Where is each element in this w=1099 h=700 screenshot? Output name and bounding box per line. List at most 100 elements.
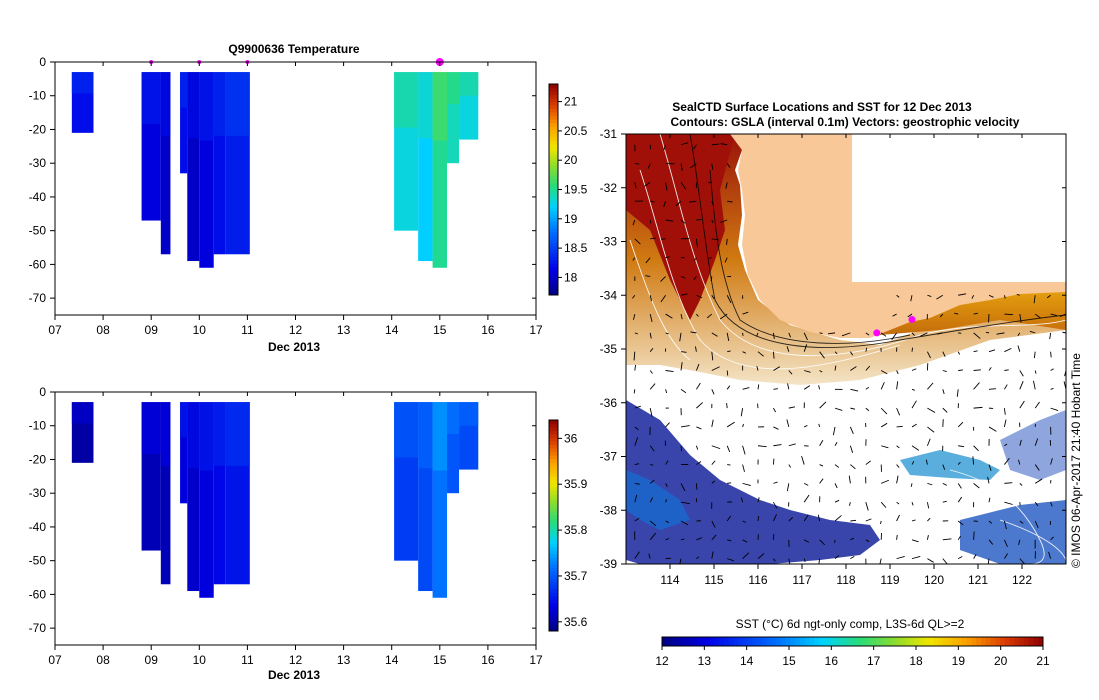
- velocity-vector: [742, 311, 749, 315]
- colorbar-segment: [549, 129, 558, 134]
- velocity-vector: [819, 539, 826, 546]
- colorbar-segment: [549, 252, 558, 257]
- colorbar-tick-label: 18.5: [564, 241, 588, 255]
- sst-colorbar-segment: [1004, 637, 1011, 646]
- velocity-vector: [1034, 478, 1043, 484]
- velocity-vector: [880, 370, 888, 375]
- velocity-vector: [819, 351, 825, 359]
- colorbar-segment: [549, 497, 558, 502]
- velocity-vector: [819, 401, 827, 409]
- sst-colorbar-segment: [866, 637, 873, 646]
- velocity-vector: [726, 238, 728, 245]
- velocity-vector: [680, 538, 685, 541]
- sst-colorbar-segment: [695, 637, 701, 646]
- profile-column-upper: [187, 402, 200, 469]
- profile-column-upper: [141, 72, 161, 125]
- velocity-vector: [880, 332, 887, 337]
- velocity-vector: [892, 313, 897, 317]
- velocity-vector: [649, 383, 656, 390]
- colorbar-segment: [549, 500, 558, 505]
- temperature-xlabel: Dec 2013: [268, 340, 320, 354]
- sst-colorbar-segment: [885, 637, 892, 646]
- velocity-vector: [634, 482, 640, 485]
- velocity-vector: [689, 200, 697, 203]
- colorbar-segment: [549, 175, 558, 180]
- velocity-vector: [693, 257, 697, 262]
- velocity-vector: [660, 294, 666, 303]
- velocity-vector: [711, 143, 720, 146]
- australia-land: [730, 134, 1066, 338]
- velocity-vector: [848, 502, 851, 506]
- colorbar-segment: [549, 490, 558, 495]
- sst-colorbar-segment: [847, 637, 853, 646]
- colorbar-segment: [549, 147, 558, 152]
- sst-colorbar-segment: [1000, 637, 1006, 646]
- velocity-vector: [696, 313, 699, 317]
- sst-colorbar-tick-label: 13: [698, 654, 712, 668]
- velocity-vector: [957, 421, 964, 428]
- x-tick-label: 12: [289, 323, 303, 337]
- colorbar-segment: [549, 221, 558, 226]
- velocity-vector: [896, 501, 900, 505]
- sst-colorbar-tick-label: 14: [740, 654, 754, 668]
- velocity-vector: [773, 444, 782, 447]
- colorbar-segment: [549, 613, 558, 618]
- velocity-vector: [1048, 551, 1052, 559]
- velocity-vector: [1034, 313, 1041, 319]
- y-tick-label: -60: [29, 587, 47, 601]
- sst-colorbar-segment: [828, 637, 834, 646]
- x-tick-label: 16: [481, 653, 495, 667]
- velocity-vector: [665, 182, 668, 191]
- salinity-colorbar: 35.6 35.7 35.8 35.9 36: [548, 419, 588, 632]
- velocity-vector: [634, 551, 640, 559]
- x-tick-label: 09: [145, 323, 159, 337]
- map-content: [626, 134, 1066, 564]
- profile-column-upper: [160, 72, 171, 136]
- colorbar-tick-label: 35.8: [564, 523, 588, 537]
- velocity-vector: [773, 481, 778, 484]
- velocity-vector: [710, 276, 713, 282]
- profile-column-upper: [141, 402, 161, 455]
- velocity-vector: [936, 332, 943, 335]
- velocity-vector: [650, 464, 654, 466]
- colorbar-segment: [549, 245, 558, 250]
- velocity-vector: [911, 347, 913, 352]
- velocity-vector: [850, 519, 857, 522]
- velocity-vector: [910, 483, 913, 487]
- velocity-vector: [834, 555, 840, 559]
- x-tick-label: 15: [433, 653, 447, 667]
- velocity-vector: [742, 482, 751, 487]
- velocity-vector: [880, 407, 888, 415]
- velocity-vector: [711, 389, 715, 395]
- velocity-vector: [772, 458, 775, 465]
- y-tick-label: -50: [29, 554, 47, 568]
- velocity-vector: [788, 406, 796, 409]
- sst-colorbar-segment: [733, 637, 739, 646]
- colorbar-tick-label: 20: [564, 153, 578, 167]
- x-tick-label: 13: [337, 323, 351, 337]
- velocity-vector: [942, 351, 946, 357]
- velocity-vector: [927, 482, 933, 486]
- velocity-vector: [819, 332, 823, 334]
- colorbar-segment: [549, 228, 558, 233]
- profile-column-upper: [225, 402, 250, 466]
- velocity-vector: [649, 532, 657, 541]
- lat-tick-label: -32: [600, 181, 618, 195]
- velocity-vector: [803, 514, 809, 522]
- velocity-vector: [819, 370, 823, 373]
- velocity-vector: [988, 464, 992, 471]
- sst-colorbar-segment: [971, 637, 977, 646]
- velocity-vector: [834, 464, 840, 468]
- y-tick-label: -20: [29, 452, 47, 466]
- velocity-vector: [634, 163, 640, 165]
- colorbar-segment: [549, 122, 558, 127]
- colorbar-segment: [549, 532, 558, 537]
- velocity-vector: [634, 332, 639, 335]
- colorbar-segment: [549, 143, 558, 148]
- velocity-vector: [850, 537, 855, 541]
- velocity-vector: [1019, 400, 1025, 409]
- velocity-vector: [911, 400, 917, 409]
- velocity-vector: [711, 219, 714, 224]
- velocity-vector: [696, 218, 702, 221]
- velocity-vector: [1018, 539, 1021, 545]
